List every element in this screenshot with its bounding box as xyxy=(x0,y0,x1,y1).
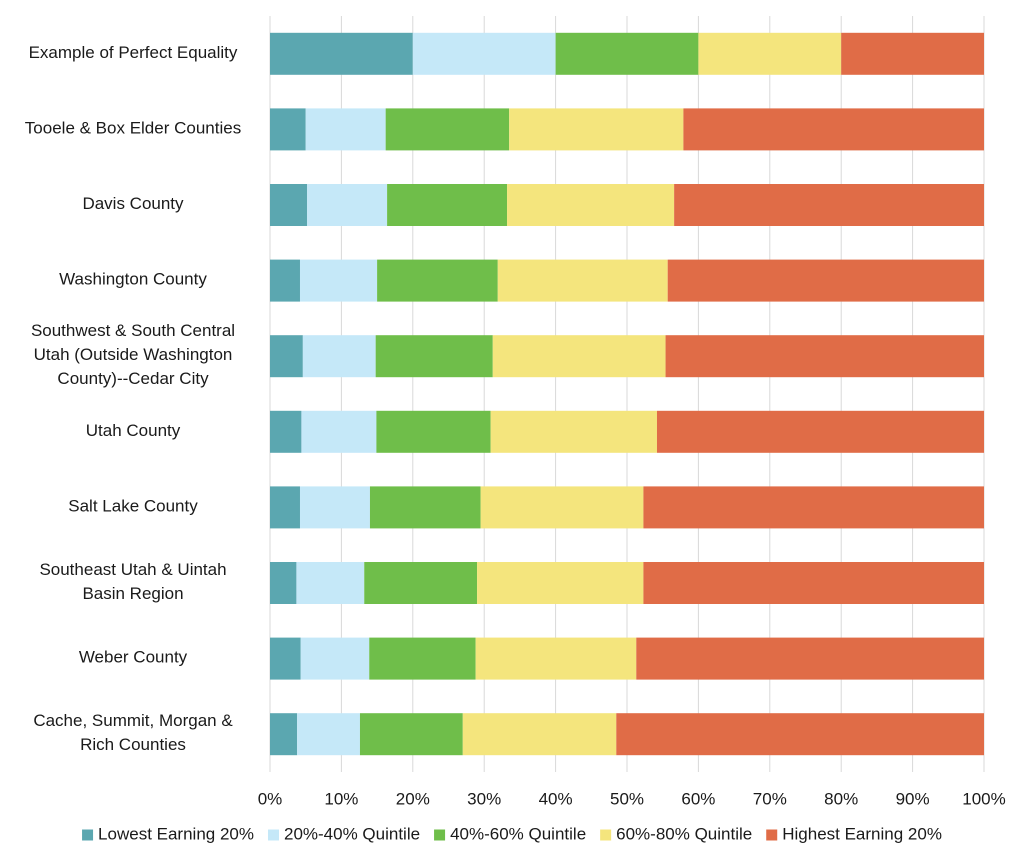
x-tick-label: 0% xyxy=(258,789,283,808)
legend-item: 20%-40% Quintile xyxy=(267,824,420,843)
bar-segment xyxy=(492,335,666,378)
category-label: Southeast Utah & Uintah Basin Region xyxy=(39,560,226,603)
category-label: Weber County xyxy=(79,648,188,667)
legend-item: 40%-60% Quintile xyxy=(434,824,586,843)
legend-swatch xyxy=(766,829,778,841)
bar-segment xyxy=(270,410,302,453)
legend-swatch xyxy=(600,829,612,841)
category-label: Example of Perfect Equality xyxy=(29,43,238,62)
legend-item: 60%-80% Quintile xyxy=(600,824,752,843)
category-label: Cache, Summit, Morgan & Rich Counties xyxy=(33,712,233,755)
bar-segment xyxy=(364,562,478,604)
bar-segment xyxy=(412,32,556,75)
bar-segment xyxy=(643,562,984,604)
category-label: Utah County xyxy=(86,421,181,440)
bar-segment xyxy=(270,108,306,151)
bar-segment xyxy=(270,32,413,75)
category-label: Southwest & South Central Utah (Outside W… xyxy=(31,322,235,389)
bar-segment xyxy=(270,335,303,378)
category-labels: Example of Perfect Equality Tooele & Box … xyxy=(25,43,241,754)
bar-segment xyxy=(665,335,984,378)
bar-segment xyxy=(616,713,984,756)
category-label: Davis County xyxy=(82,194,184,213)
bar-segment xyxy=(385,108,510,151)
legend: Lowest Earning 20% 20%-40% Quintile 40%-60… xyxy=(82,824,942,843)
x-tick-label: 30% xyxy=(467,789,501,808)
bar-segment xyxy=(841,32,984,75)
bar-segment xyxy=(299,259,378,302)
bar-segment xyxy=(270,637,301,680)
x-tick-label: 40% xyxy=(539,789,573,808)
bar-segment xyxy=(270,486,300,529)
bar-segment xyxy=(475,637,637,680)
bar-segment xyxy=(307,184,388,226)
bars-layer xyxy=(270,32,984,756)
x-tick-label: 80% xyxy=(824,789,858,808)
bar-segment xyxy=(296,562,365,604)
bar-segment xyxy=(387,184,508,226)
x-tick-label: 70% xyxy=(753,789,787,808)
bar-segment xyxy=(375,335,493,378)
bar-segment xyxy=(507,184,675,226)
bar-segment xyxy=(270,713,298,756)
x-tick-label: 90% xyxy=(896,789,930,808)
bar-segment xyxy=(674,184,984,226)
bar-segment xyxy=(555,32,699,75)
bar-segment xyxy=(480,486,644,529)
bar-segment xyxy=(270,562,297,604)
legend-swatch xyxy=(434,829,446,841)
category-label: Tooele & Box Elder Counties xyxy=(25,119,241,138)
legend-swatch xyxy=(267,829,279,841)
x-axis-ticks: 0% 10% 20% 30% 40% 50% 60% 70% 80% 90% 100% xyxy=(258,789,1006,808)
bar-segment xyxy=(377,259,498,302)
bar-segment xyxy=(683,108,984,151)
bar-segment xyxy=(643,486,984,529)
bar-segment xyxy=(636,637,984,680)
bar-segment xyxy=(376,410,491,453)
x-tick-label: 50% xyxy=(610,789,644,808)
bar-segment xyxy=(302,335,376,378)
bar-segment xyxy=(462,713,617,756)
legend-item: Lowest Earning 20% xyxy=(82,824,254,843)
bar-segment xyxy=(490,410,657,453)
bar-segment xyxy=(497,259,668,302)
legend-swatch xyxy=(82,829,94,841)
legend-item: Highest Earning 20% xyxy=(766,824,942,843)
bar-segment xyxy=(698,32,842,75)
category-label: Salt Lake County xyxy=(68,497,198,516)
x-tick-label: 100% xyxy=(962,789,1005,808)
bar-segment xyxy=(300,637,370,680)
bar-segment xyxy=(369,486,481,529)
bar-segment xyxy=(301,410,377,453)
legend-label: Lowest Earning 20% xyxy=(98,824,254,843)
x-tick-label: 60% xyxy=(681,789,715,808)
category-label: Washington County xyxy=(59,270,207,289)
bar-segment xyxy=(369,637,476,680)
bar-segment xyxy=(299,486,370,529)
bar-segment xyxy=(656,410,984,453)
bar-segment xyxy=(270,184,308,226)
bar-segment xyxy=(305,108,386,151)
legend-label: 40%-60% Quintile xyxy=(450,824,586,843)
bar-segment xyxy=(297,713,360,756)
legend-label: 20%-40% Quintile xyxy=(284,824,420,843)
bar-segment xyxy=(509,108,684,151)
x-tick-label: 10% xyxy=(324,789,358,808)
legend-label: Highest Earning 20% xyxy=(782,824,942,843)
bar-segment xyxy=(359,713,463,756)
bar-segment xyxy=(477,562,644,604)
bar-segment xyxy=(667,259,984,302)
bar-segment xyxy=(270,259,300,302)
x-tick-label: 20% xyxy=(396,789,430,808)
legend-label: 60%-80% Quintile xyxy=(616,824,752,843)
